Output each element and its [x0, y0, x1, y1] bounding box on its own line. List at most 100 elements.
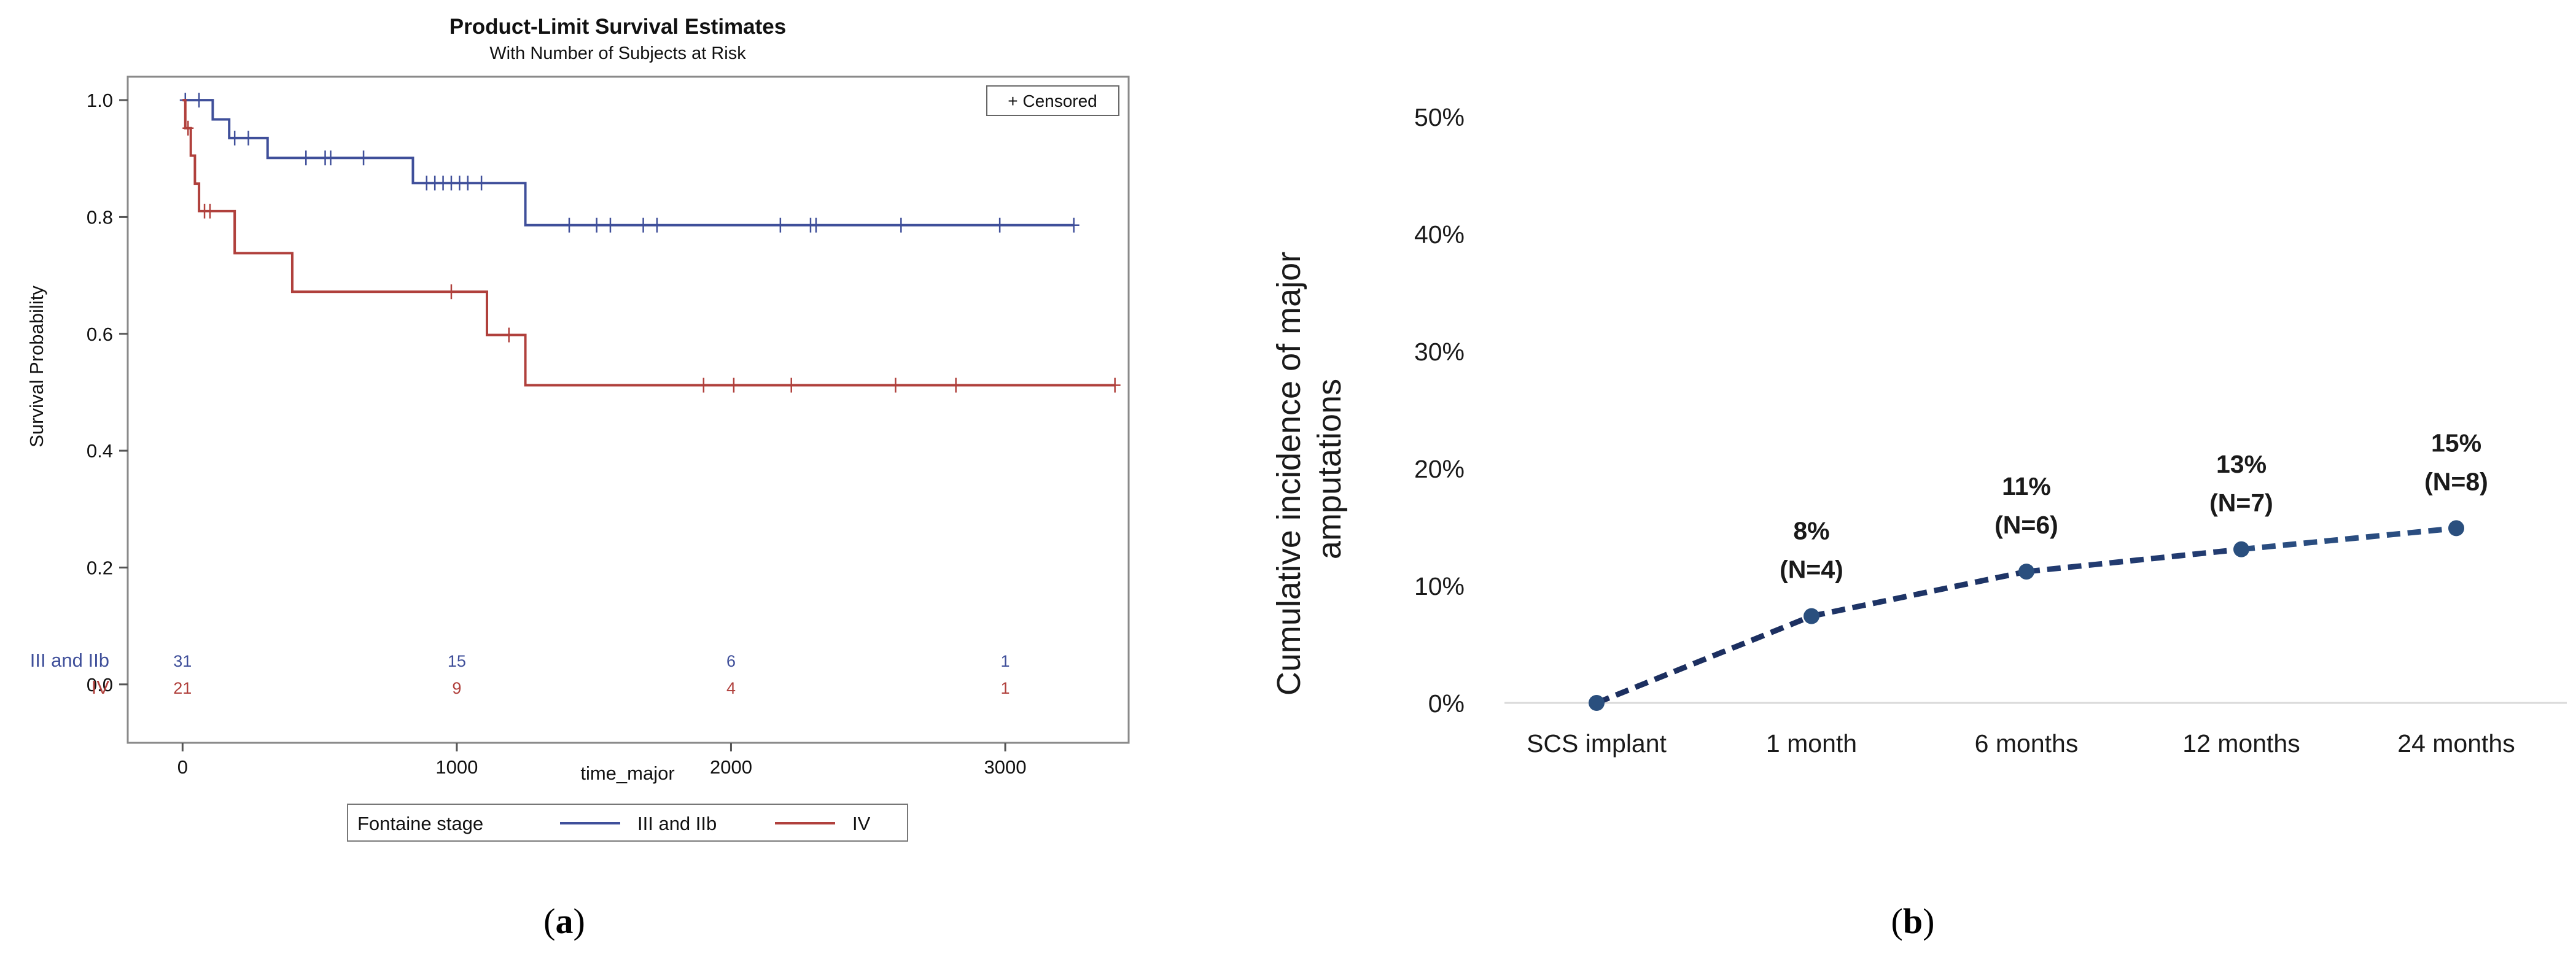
- x-tick-label: 2000: [710, 756, 752, 778]
- y-axis-label: Cumulative incidence of major amputation…: [1270, 242, 1348, 696]
- censored-mark: [300, 150, 312, 166]
- y-tick-label: 30%: [1414, 338, 1465, 366]
- chart-title: Product-Limit Survival Estimates: [449, 15, 786, 39]
- censored-legend: + Censored: [986, 85, 1119, 116]
- x-tick-label: 6 months: [1975, 729, 2079, 758]
- at-risk-value: 9: [452, 679, 461, 697]
- data-label-count: (N=8): [2424, 467, 2488, 495]
- censored-legend-box: [986, 85, 1119, 116]
- x-axis: SCS implant 1 month 6 months 12 months 24 mo…: [1527, 729, 2515, 758]
- censored-mark: [728, 378, 739, 393]
- x-tick-label: 3000: [984, 756, 1027, 778]
- censored-mark: [651, 217, 663, 233]
- censored-mark: [637, 217, 649, 233]
- y-axis: 0% 10% 20% 30% 40% 50%: [1414, 103, 1465, 718]
- at-risk-value: 15: [448, 652, 466, 670]
- censored-mark: [325, 150, 337, 166]
- y-tick-label: 0.6: [87, 324, 113, 345]
- plot-frame: [126, 76, 1130, 744]
- incidence-line-segment: [2241, 525, 2457, 553]
- at-risk-value: 4: [726, 679, 736, 697]
- data-label-count: (N=7): [2209, 489, 2273, 517]
- censored-mark: [604, 217, 616, 233]
- incidence-points: [1589, 520, 2464, 711]
- legend-entries: III and IIb IV: [560, 813, 871, 834]
- x-tick-label: 1 month: [1766, 729, 1857, 758]
- incidence-chart: Cumulative incidence of major amputation…: [1270, 103, 2567, 941]
- data-label-count: (N=4): [1780, 556, 1843, 584]
- chart-subtitle: With Number of Subjects at Risk: [489, 44, 746, 63]
- at-risk-value: 1: [1001, 679, 1010, 697]
- legend-entry-label: IV: [852, 813, 871, 834]
- y-tick-label: 0.8: [87, 206, 113, 228]
- x-axis: 0 1000 2000 3000: [177, 743, 1027, 778]
- at-risk-table: III and IIb 31 15 6 1 IV 21 9 4 1: [30, 650, 1010, 698]
- y-axis-label: Survival Probability: [26, 285, 47, 448]
- y-tick-label: 20%: [1414, 455, 1465, 483]
- data-label-count: (N=6): [1994, 511, 2058, 539]
- data-point: [2018, 564, 2034, 580]
- data-label-percent: 11%: [2002, 472, 2051, 500]
- at-risk-row-label: III and IIb: [30, 650, 109, 671]
- data-labels: 8% (N=4) 11% (N=6) 13% (N=7) 15% (N=8): [1780, 429, 2488, 583]
- at-risk-value: 31: [173, 652, 192, 670]
- censored-mark: [591, 217, 602, 233]
- legend-entry-label: III and IIb: [637, 813, 717, 834]
- data-point: [2233, 541, 2249, 557]
- x-tick-label: SCS implant: [1527, 729, 1667, 758]
- data-point: [2448, 520, 2464, 537]
- survival-chart: Product-Limit Survival Estimates With Nu…: [26, 15, 1130, 941]
- y-tick-label: 50%: [1414, 103, 1465, 131]
- legend-title: Fontaine stage: [357, 813, 483, 834]
- censored-mark: [243, 130, 254, 145]
- censored-mark: [785, 378, 797, 393]
- censored-mark: [810, 217, 822, 233]
- censored-mark: [994, 217, 1006, 233]
- y-tick-label: 10%: [1414, 572, 1465, 600]
- censored-legend-label: + Censored: [1008, 91, 1097, 111]
- incidence-line-segment: [2026, 546, 2242, 575]
- survival-curves: [179, 93, 1121, 393]
- y-axis-label-line-1: Cumulative incidence of major: [1270, 252, 1307, 696]
- censored-mark: [358, 150, 370, 166]
- y-tick-label: 0.4: [87, 440, 113, 462]
- at-risk-value: 6: [726, 652, 736, 670]
- survival-curve-iii-and-iib: [182, 99, 1074, 227]
- x-axis-label: time_major: [580, 762, 674, 784]
- y-tick-label: 1.0: [87, 90, 113, 111]
- censored-mark: [229, 130, 241, 145]
- y-tick-label: 40%: [1414, 220, 1465, 249]
- y-tick-label: 0%: [1428, 689, 1465, 718]
- survival-curve-iv: [182, 99, 1115, 387]
- at-risk-value: 1: [1001, 652, 1010, 670]
- data-point: [1589, 695, 1605, 711]
- censored-mark: [476, 176, 488, 191]
- censored-mark: [182, 120, 194, 136]
- censored-mark: [895, 217, 907, 233]
- censored-mark: [204, 203, 216, 219]
- at-risk-value: 21: [173, 679, 192, 697]
- data-point: [1804, 608, 1819, 624]
- censored-mark: [193, 93, 205, 108]
- censored-mark: [563, 217, 575, 233]
- incidence-line: [1595, 525, 2457, 706]
- censored-mark: [774, 217, 786, 233]
- censored-mark: [1068, 217, 1080, 233]
- legend: Fontaine stage III and IIb IV: [347, 804, 908, 842]
- incidence-line-segment: [1595, 613, 1813, 706]
- x-tick-label: 1000: [435, 756, 478, 778]
- censored-mark: [445, 284, 457, 300]
- y-tick-label: 0.2: [87, 557, 113, 578]
- panel-caption-a: (a): [543, 901, 585, 941]
- data-label-percent: 8%: [1793, 517, 1829, 545]
- x-tick-label: 24 months: [2397, 729, 2515, 758]
- at-risk-row-label: IV: [91, 677, 110, 698]
- data-label-percent: 13%: [2216, 450, 2267, 478]
- x-tick-label: 12 months: [2182, 729, 2300, 758]
- y-axis: 0.0 0.2 0.4 0.6 0.8 1.0: [87, 90, 128, 696]
- censored-mark: [503, 327, 515, 343]
- censored-mark: [1109, 378, 1121, 393]
- panel-caption-b: (b): [1891, 901, 1935, 941]
- data-label-percent: 15%: [2431, 429, 2481, 457]
